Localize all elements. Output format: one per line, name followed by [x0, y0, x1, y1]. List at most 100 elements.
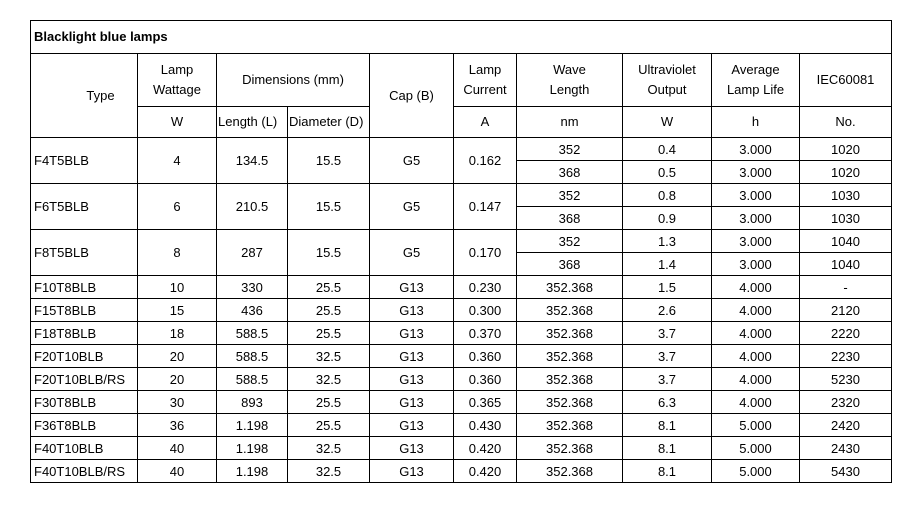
data-cell: 15.5 [287, 229, 370, 276]
header-cell: Ultraviolet Output [622, 53, 712, 107]
type-cell: F6T5BLB [30, 183, 138, 230]
data-cell: 2420 [798, 413, 893, 437]
table-body: Blacklight blue lamps Type Lamp Wattage Dim… [29, 20, 893, 483]
data-row: F40T10BLB 40 1.198 32.5 G13 0.420 352.368 8.1 5.… [30, 436, 893, 460]
data-cell: 2220 [798, 321, 893, 345]
type-cell: F40T10BLB [30, 436, 138, 460]
data-cell: 20 [137, 344, 217, 368]
data-cell: 1040 [798, 229, 893, 253]
data-cell: 32.5 [287, 367, 370, 391]
data-cell: 210.5 [216, 183, 288, 230]
data-cell: 588.5 [216, 367, 288, 391]
data-cell: 368 [516, 160, 623, 184]
data-cell: G13 [369, 413, 454, 437]
data-cell: 1.3 [622, 229, 712, 253]
data-cell: G13 [369, 275, 454, 299]
data-cell: - [798, 275, 893, 299]
header-cell: Dimensions (mm) [216, 53, 370, 107]
data-row: F6T5BLB 6 210.5 15.5 G5 0.147 352 0.8 3.000 1030 [30, 183, 893, 230]
data-cell: 0.4 [622, 137, 712, 161]
data-cell: 32.5 [287, 436, 370, 460]
data-cell: 25.5 [287, 275, 370, 299]
data-cell: 0.230 [453, 275, 517, 299]
data-cell: 4.000 [711, 321, 800, 345]
data-cell: 15 [137, 298, 217, 322]
data-cell: 1030 [798, 183, 893, 207]
header-cell: Lamp Current [453, 53, 517, 107]
unit-cell: W [137, 106, 217, 138]
data-cell: 352.368 [516, 344, 623, 368]
header-text: Lamp [468, 62, 502, 77]
unit-cell: Diameter (D) [287, 106, 370, 138]
data-cell: G13 [369, 390, 454, 414]
data-cell: G13 [369, 298, 454, 322]
header-cell: Wave Length [516, 53, 623, 107]
header-text: Lamp Life [726, 82, 785, 97]
data-cell: 6 [137, 183, 217, 230]
data-cell: 20 [137, 367, 217, 391]
data-cell: 15.5 [287, 137, 370, 184]
data-cell: 5.000 [711, 459, 800, 483]
data-cell: 1.5 [622, 275, 712, 299]
data-cell: 25.5 [287, 321, 370, 345]
data-cell: G13 [369, 321, 454, 345]
data-cell: 8 [137, 229, 217, 276]
type-cell: F8T5BLB [30, 229, 138, 276]
data-row: F20T10BLB/RS 20 588.5 32.5 G13 0.360 352.368 3.… [30, 367, 893, 391]
data-row: F15T8BLB 15 436 25.5 G13 0.300 352.368 2.6 4.000… [30, 298, 893, 322]
data-cell: 25.5 [287, 390, 370, 414]
header-cell: Type [30, 53, 138, 138]
data-row: F8T5BLB 8 287 15.5 G5 0.170 352 1.3 3.000 1040 [30, 229, 893, 276]
data-cell: 3.000 [711, 183, 800, 207]
header-row: Type Lamp Wattage Dimensions (mm) Cap (B) Lam… [30, 53, 893, 138]
data-row: F10T8BLB 10 330 25.5 G13 0.230 352.368 1.5 4.000… [30, 275, 893, 299]
data-cell: 25.5 [287, 298, 370, 322]
data-row: F4T5BLB 4 134.5 15.5 G5 0.162 352 0.4 3.000 1020 [30, 137, 893, 184]
data-cell: 1020 [798, 160, 893, 184]
unit-cell: h [711, 106, 800, 138]
header-text: Wattage [153, 82, 201, 97]
data-cell: 4 [137, 137, 217, 184]
data-cell: 6.3 [622, 390, 712, 414]
data-cell: 5.000 [711, 436, 800, 460]
data-cell: G5 [369, 183, 454, 230]
data-cell: 0.5 [622, 160, 712, 184]
type-cell: F20T10BLB/RS [30, 367, 138, 391]
data-cell: 352 [516, 183, 623, 207]
data-cell: 40 [137, 436, 217, 460]
type-cell: F4T5BLB [30, 137, 138, 184]
data-row: F36T8BLB 36 1.198 25.5 G13 0.430 352.368 8.1 5.0… [30, 413, 893, 437]
header-text: Wave [553, 62, 586, 77]
data-cell: 3.7 [622, 367, 712, 391]
data-cell: 3.000 [711, 137, 800, 161]
data-cell: 18 [137, 321, 217, 345]
data-cell: 4.000 [711, 298, 800, 322]
type-cell: F10T8BLB [30, 275, 138, 299]
data-cell: 2320 [798, 390, 893, 414]
data-cell: 1020 [798, 137, 893, 161]
header-cell: Cap (B) [369, 53, 454, 138]
data-cell: 3.000 [711, 229, 800, 253]
data-cell: 2230 [798, 344, 893, 368]
data-cell: G5 [369, 229, 454, 276]
data-cell: 10 [137, 275, 217, 299]
data-cell: 352.368 [516, 436, 623, 460]
data-cell: 0.420 [453, 459, 517, 483]
data-cell: 0.300 [453, 298, 517, 322]
header-text: Average [731, 62, 780, 77]
lamp-table: Blacklight blue lamps Type Lamp Wattage Dim… [29, 20, 893, 483]
data-row: F20T10BLB 20 588.5 32.5 G13 0.360 352.368 3.7 4.… [30, 344, 893, 368]
data-cell: 352.368 [516, 390, 623, 414]
data-cell: G5 [369, 137, 454, 184]
data-cell: G13 [369, 344, 454, 368]
data-cell: 0.8 [622, 183, 712, 207]
header-text: Length [549, 82, 590, 97]
data-cell: 4.000 [711, 367, 800, 391]
data-cell: 5230 [798, 367, 893, 391]
data-cell: 352 [516, 229, 623, 253]
data-cell: 1.198 [216, 459, 288, 483]
unit-cell: A [453, 106, 517, 138]
data-cell: 0.365 [453, 390, 517, 414]
type-cell: F15T8BLB [30, 298, 138, 322]
data-cell: 4.000 [711, 275, 800, 299]
